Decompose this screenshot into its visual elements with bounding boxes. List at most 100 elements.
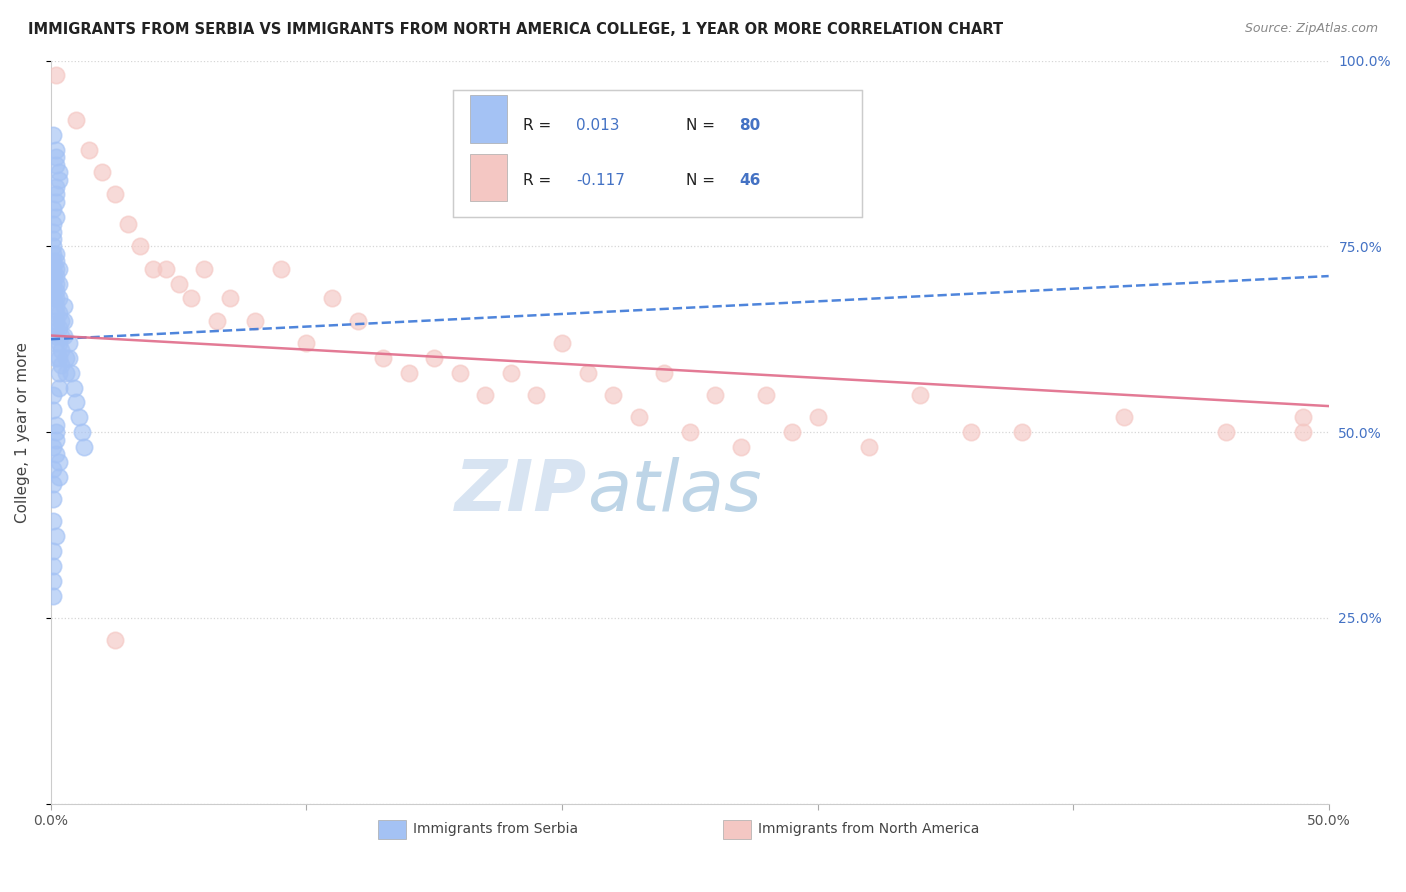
Point — [780, 425, 803, 439]
Point — [45, 351, 67, 365]
Point — [60, 366, 83, 380]
Text: Source: ZipAtlas.com: Source: ZipAtlas.com — [1244, 22, 1378, 36]
Point — [704, 388, 727, 402]
Point — [45, 291, 67, 305]
Point — [48, 469, 70, 483]
Point — [45, 335, 67, 350]
Point — [42, 388, 65, 402]
Point — [48, 380, 70, 394]
Point — [67, 410, 90, 425]
Point — [45, 306, 67, 320]
Point — [45, 261, 67, 276]
Point — [602, 388, 624, 402]
Point — [45, 194, 67, 209]
Point — [205, 313, 228, 327]
Point — [42, 284, 65, 298]
Point — [48, 455, 70, 469]
Point — [1292, 410, 1315, 425]
Point — [45, 187, 67, 202]
Point — [45, 158, 67, 172]
Point — [129, 239, 152, 253]
Point — [42, 277, 65, 291]
Point — [45, 284, 67, 298]
Point — [42, 514, 65, 528]
Point — [48, 335, 70, 350]
Point — [45, 210, 67, 224]
Point — [49, 313, 72, 327]
Point — [42, 254, 65, 268]
Point — [48, 321, 70, 335]
Point — [48, 351, 70, 365]
Point — [652, 366, 675, 380]
Point — [49, 358, 72, 372]
Point — [499, 366, 522, 380]
Point — [42, 291, 65, 305]
Point — [117, 217, 139, 231]
Point — [45, 417, 67, 432]
Text: Immigrants from Serbia: Immigrants from Serbia — [413, 822, 578, 837]
Point — [45, 180, 67, 194]
Point — [679, 425, 702, 439]
Point — [42, 232, 65, 246]
Point — [908, 388, 931, 402]
Point — [45, 313, 67, 327]
Point — [45, 425, 67, 439]
Point — [48, 261, 70, 276]
Point — [45, 433, 67, 447]
Point — [48, 291, 70, 305]
Point — [52, 328, 75, 343]
Point — [45, 254, 67, 268]
Point — [960, 425, 983, 439]
Point — [45, 529, 67, 543]
Point — [55, 351, 77, 365]
Point — [42, 402, 65, 417]
Point — [42, 225, 65, 239]
Point — [42, 239, 65, 253]
Point — [48, 306, 70, 320]
Point — [346, 313, 368, 327]
Point — [42, 558, 65, 573]
Point — [155, 261, 177, 276]
Point — [48, 366, 70, 380]
Point — [48, 165, 70, 179]
Point — [245, 313, 267, 327]
Point — [77, 143, 100, 157]
Point — [551, 335, 574, 350]
Text: ZIP: ZIP — [456, 457, 588, 526]
Point — [45, 277, 67, 291]
Point — [91, 165, 114, 179]
Point — [42, 217, 65, 231]
Point — [218, 291, 240, 305]
Point — [48, 172, 70, 186]
Point — [45, 299, 67, 313]
Point — [398, 366, 420, 380]
Point — [474, 388, 496, 402]
Point — [180, 291, 202, 305]
Text: atlas: atlas — [588, 457, 762, 526]
Point — [42, 440, 65, 454]
Point — [42, 574, 65, 588]
Point — [167, 277, 190, 291]
Point — [1292, 425, 1315, 439]
Point — [73, 440, 96, 454]
Point — [104, 187, 127, 202]
Point — [55, 366, 77, 380]
Point — [45, 143, 67, 157]
Point — [52, 299, 75, 313]
Point — [42, 462, 65, 476]
Point — [65, 395, 87, 409]
Point — [45, 447, 67, 461]
Point — [295, 335, 318, 350]
Point — [1215, 425, 1237, 439]
Point — [321, 291, 343, 305]
Point — [576, 366, 599, 380]
Point — [730, 440, 752, 454]
Point — [58, 351, 80, 365]
Y-axis label: College, 1 year or more: College, 1 year or more — [15, 342, 30, 523]
Point — [45, 328, 67, 343]
Point — [42, 247, 65, 261]
Point — [70, 425, 93, 439]
Point — [858, 440, 880, 454]
Point — [65, 113, 87, 128]
Point — [42, 269, 65, 284]
